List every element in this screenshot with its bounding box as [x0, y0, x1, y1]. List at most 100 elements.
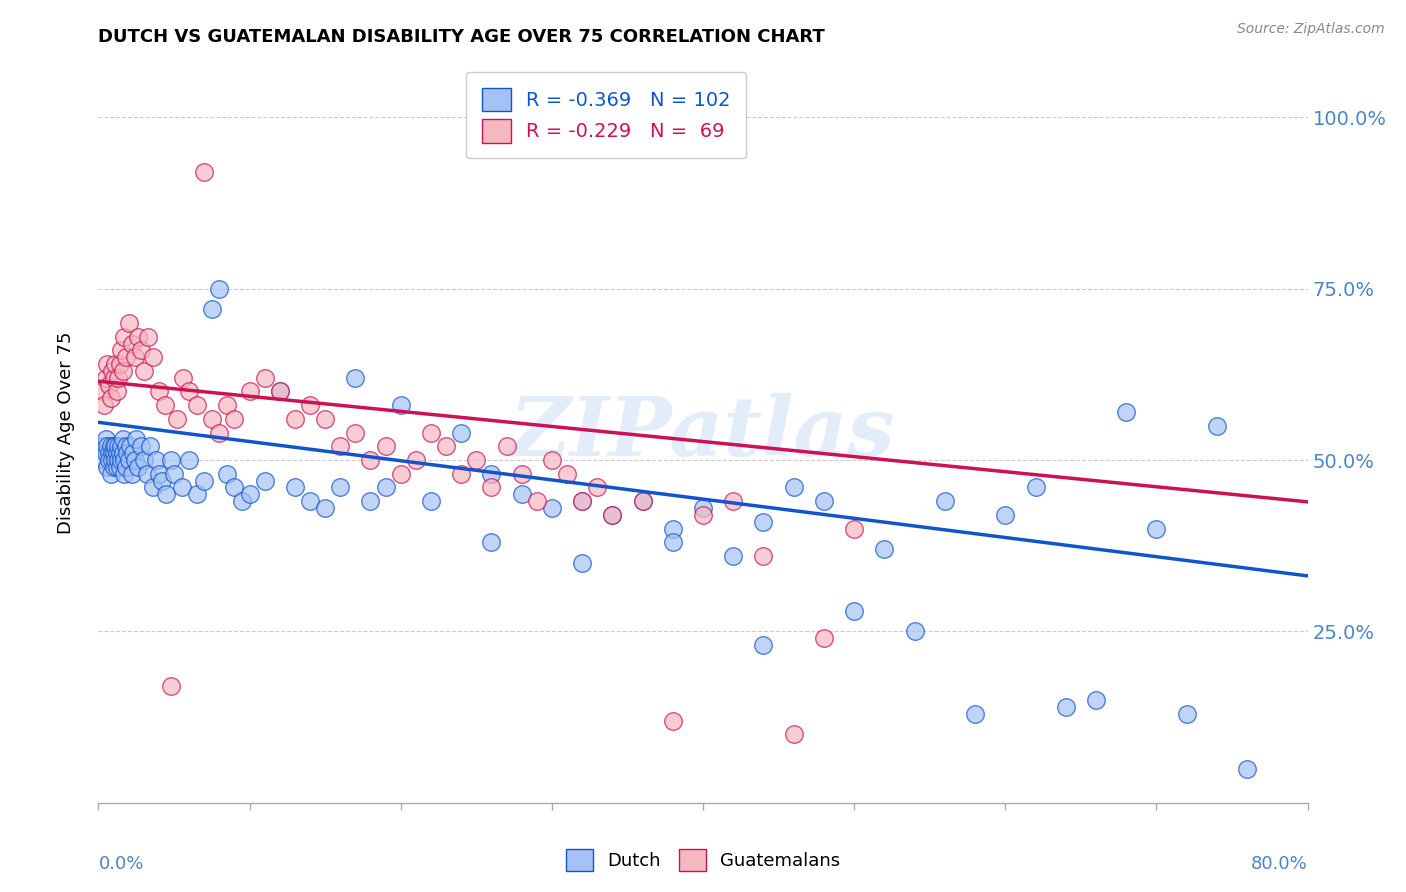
Point: [873, 542, 896, 557]
Point: [374, 480, 396, 494]
Point: [110, 343, 132, 358]
Point: [108, 357, 131, 371]
Text: 0.0%: 0.0%: [98, 855, 143, 872]
Point: [179, 384, 201, 399]
Point: [160, 679, 183, 693]
Point: [98, 446, 121, 460]
Point: [105, 446, 128, 460]
Point: [360, 453, 382, 467]
Point: [101, 453, 124, 467]
Point: [120, 439, 142, 453]
Point: [98, 453, 121, 467]
Point: [114, 350, 136, 364]
Point: [96, 439, 118, 453]
Point: [104, 453, 127, 467]
Point: [602, 508, 624, 522]
Point: [112, 329, 135, 343]
Point: [526, 494, 548, 508]
Point: [329, 480, 352, 494]
Point: [374, 439, 396, 453]
Point: [129, 343, 152, 358]
Point: [299, 398, 322, 412]
Point: [108, 446, 131, 460]
Point: [661, 535, 683, 549]
Point: [571, 556, 593, 570]
Point: [1236, 762, 1258, 776]
Point: [201, 302, 224, 317]
Point: [108, 459, 131, 474]
Point: [186, 398, 208, 412]
Point: [94, 446, 117, 460]
Point: [1054, 699, 1077, 714]
Point: [692, 508, 714, 522]
Point: [269, 384, 291, 399]
Point: [253, 371, 276, 385]
Point: [110, 453, 132, 467]
Point: [208, 282, 231, 296]
Point: [224, 480, 246, 494]
Point: [555, 467, 578, 481]
Point: [98, 377, 121, 392]
Point: [752, 549, 775, 563]
Point: [813, 632, 835, 646]
Point: [434, 439, 457, 453]
Point: [118, 453, 141, 467]
Point: [111, 364, 134, 378]
Point: [93, 398, 115, 412]
Point: [389, 398, 412, 412]
Text: ZIPatlas: ZIPatlas: [510, 392, 896, 473]
Point: [107, 371, 129, 385]
Point: [752, 638, 775, 652]
Point: [844, 522, 866, 536]
Point: [132, 453, 155, 467]
Point: [132, 364, 155, 378]
Point: [101, 446, 124, 460]
Point: [360, 494, 382, 508]
Point: [314, 412, 336, 426]
Point: [208, 425, 231, 440]
Point: [93, 453, 115, 467]
Point: [104, 357, 127, 371]
Point: [96, 459, 118, 474]
Point: [118, 316, 141, 330]
Point: [215, 398, 238, 412]
Point: [193, 474, 215, 488]
Point: [1115, 405, 1137, 419]
Point: [813, 494, 835, 508]
Point: [91, 384, 114, 399]
Point: [344, 371, 367, 385]
Point: [481, 467, 503, 481]
Point: [96, 357, 118, 371]
Point: [124, 453, 146, 467]
Point: [1085, 693, 1108, 707]
Point: [231, 494, 253, 508]
Point: [783, 480, 806, 494]
Point: [1206, 418, 1229, 433]
Legend: Dutch, Guatemalans: Dutch, Guatemalans: [558, 842, 848, 879]
Point: [179, 453, 201, 467]
Point: [994, 508, 1017, 522]
Point: [103, 459, 125, 474]
Point: [481, 480, 503, 494]
Point: [150, 474, 173, 488]
Point: [100, 392, 122, 406]
Point: [571, 494, 593, 508]
Point: [934, 494, 956, 508]
Point: [224, 412, 246, 426]
Point: [121, 467, 143, 481]
Point: [284, 480, 307, 494]
Point: [420, 494, 443, 508]
Point: [105, 459, 128, 474]
Point: [510, 467, 533, 481]
Point: [148, 384, 170, 399]
Point: [253, 474, 276, 488]
Point: [112, 467, 135, 481]
Point: [135, 467, 157, 481]
Point: [121, 336, 143, 351]
Point: [540, 501, 562, 516]
Point: [127, 329, 149, 343]
Point: [94, 371, 117, 385]
Point: [571, 494, 593, 508]
Point: [215, 467, 238, 481]
Point: [481, 535, 503, 549]
